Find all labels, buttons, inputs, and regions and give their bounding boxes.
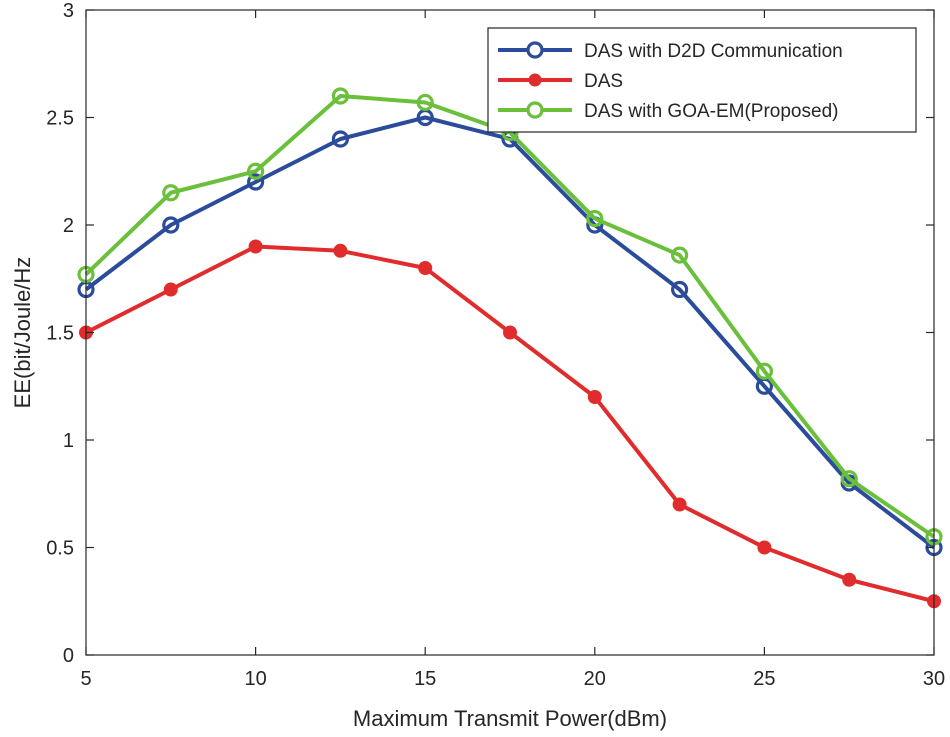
legend: DAS with D2D Communication DAS DAS with GO… bbox=[487, 27, 917, 133]
legend-label: DAS bbox=[584, 71, 623, 92]
data-point bbox=[162, 216, 180, 234]
data-point bbox=[248, 239, 263, 254]
data-point bbox=[503, 325, 517, 340]
data-point bbox=[331, 87, 349, 105]
x-tick-label: 15 bbox=[414, 668, 436, 690]
data-point bbox=[670, 280, 689, 299]
legend-marker bbox=[526, 101, 544, 119]
x-tick-label: 25 bbox=[753, 668, 775, 690]
ticks-layer: 5 10 15 20 25 30 0 0.5 1 1.5 2 2.5 3 bbox=[46, 0, 945, 690]
legend-item-1: DAS with D2D Communication bbox=[498, 41, 843, 62]
data-point bbox=[247, 173, 265, 191]
y-tick-label: 2 bbox=[63, 215, 74, 237]
legend-item-2: DAS bbox=[498, 71, 623, 92]
data-point bbox=[416, 93, 434, 112]
y-tick-label: 2.5 bbox=[46, 108, 74, 130]
data-point bbox=[587, 390, 602, 404]
y-tick-label: 3 bbox=[63, 0, 74, 22]
x-tick-label: 20 bbox=[584, 668, 606, 690]
legend-label: DAS with GOA-EM(Proposed) bbox=[584, 101, 838, 122]
x-tick-label: 5 bbox=[80, 668, 91, 690]
legend-label: DAS with D2D Communication bbox=[584, 41, 843, 62]
legend-marker bbox=[528, 73, 542, 87]
legend-item-3: DAS with GOA-EM(Proposed) bbox=[498, 101, 838, 122]
data-point bbox=[586, 209, 604, 228]
y-tick-label: 0 bbox=[63, 645, 74, 667]
data-point bbox=[755, 362, 774, 380]
legend-marker bbox=[526, 41, 544, 59]
data-point bbox=[672, 497, 687, 512]
data-point bbox=[670, 246, 689, 264]
x-axis-label: Maximum Transmit Power(dBm) bbox=[353, 706, 667, 731]
x-tick-label: 10 bbox=[244, 668, 266, 690]
data-point bbox=[331, 130, 349, 148]
data-point bbox=[247, 162, 265, 180]
data-point bbox=[842, 572, 857, 587]
data-point bbox=[840, 470, 858, 488]
data-point bbox=[163, 282, 178, 297]
y-axis-label: EE(bit/Joule/Hz bbox=[10, 257, 35, 409]
data-point bbox=[757, 540, 772, 555]
data-point bbox=[162, 184, 180, 202]
data-point bbox=[418, 261, 433, 275]
y-tick-label: 1 bbox=[63, 430, 74, 452]
data-point bbox=[333, 243, 348, 258]
x-tick-label: 30 bbox=[923, 668, 945, 690]
y-tick-label: 0.5 bbox=[46, 538, 74, 560]
y-tick-label: 1.5 bbox=[46, 323, 74, 345]
